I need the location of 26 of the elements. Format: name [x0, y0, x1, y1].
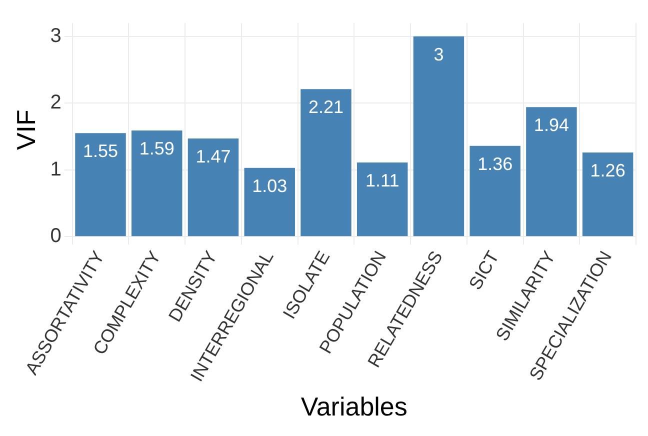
y-tick-label: 1: [50, 158, 62, 180]
bar: [413, 36, 464, 236]
y-tick-label: 3: [50, 24, 62, 47]
y-axis-title: VIF: [10, 110, 41, 150]
x-axis-title: Variables: [300, 392, 408, 422]
data-label: 1.03: [252, 176, 288, 196]
bar: [356, 162, 408, 236]
bar: [526, 107, 577, 236]
data-label: 2.21: [308, 97, 344, 118]
bar: [132, 130, 182, 236]
y-tick-label: 0: [50, 225, 62, 248]
y-tick-label: 2: [50, 92, 62, 114]
data-label: 1.47: [196, 146, 231, 166]
data-label: 3: [434, 44, 444, 64]
bar: [470, 146, 520, 236]
data-label: 1.11: [365, 170, 400, 191]
bar: [244, 168, 295, 236]
data-label: 1.94: [534, 115, 569, 136]
data-label: 1.59: [139, 138, 174, 158]
bar: [188, 138, 239, 236]
bar: [75, 133, 126, 236]
data-label: 1.26: [590, 160, 626, 181]
bar: [582, 152, 634, 236]
data-label: 1.55: [82, 141, 118, 162]
bar: [300, 89, 352, 236]
data-label: 1.36: [478, 154, 513, 174]
